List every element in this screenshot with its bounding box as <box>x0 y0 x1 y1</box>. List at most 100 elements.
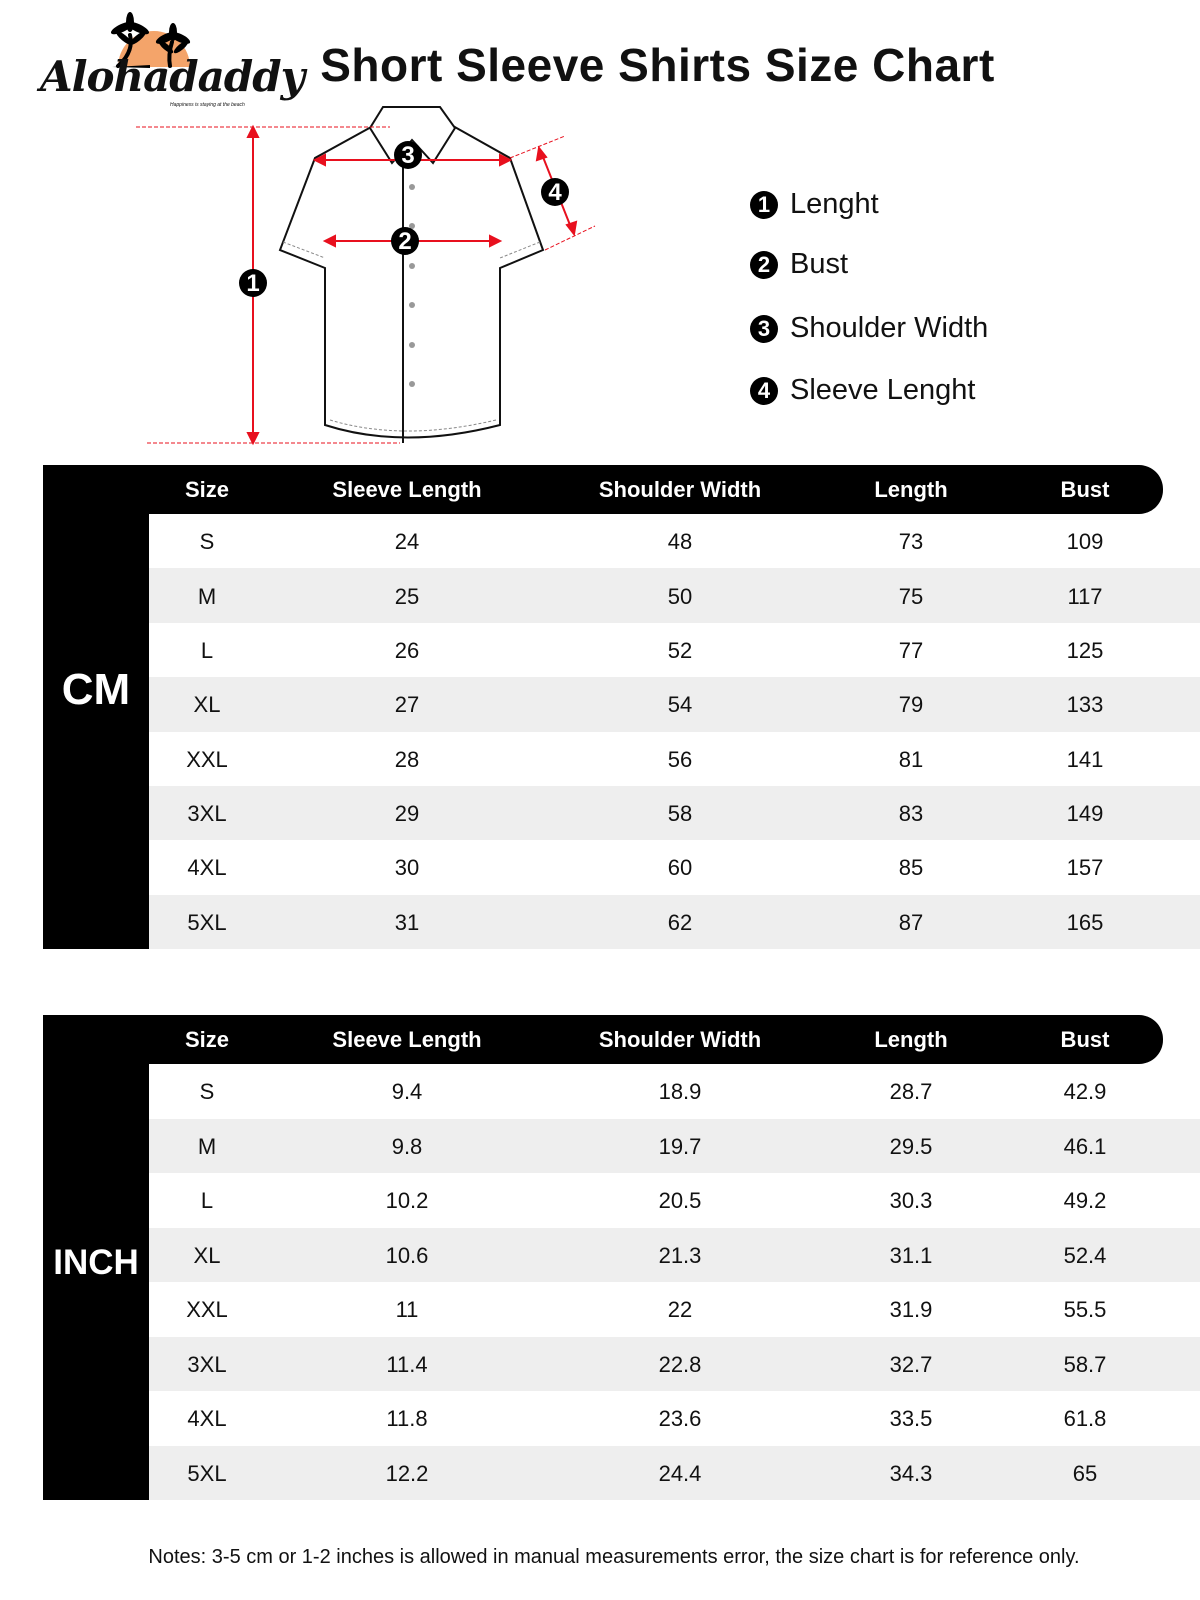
table-cell: 85 <box>898 855 924 881</box>
table-cell: 22 <box>667 1297 693 1323</box>
table-cell: 30.3 <box>889 1188 933 1214</box>
table-cell: 117 <box>1067 583 1103 609</box>
legend-item-sleeve-length: 4 Sleeve Lenght <box>750 374 975 407</box>
table-cell: 22.8 <box>658 1351 702 1377</box>
table-cell: 9.4 <box>391 1079 423 1105</box>
table-cell: 3XL <box>187 1351 227 1377</box>
table-row: 5XL 31 62 87 165 <box>149 894 1200 949</box>
number-4-icon: 4 <box>750 376 778 405</box>
table-cell: 46.1 <box>1063 1133 1107 1159</box>
table-cell: 11.4 <box>386 1351 428 1377</box>
table-cell: 81 <box>898 746 924 772</box>
table-cell: 4XL <box>187 1406 227 1432</box>
table-cell: 65 <box>1072 1460 1098 1486</box>
table-cell: XXL <box>186 746 228 772</box>
table-cell: 32.7 <box>889 1351 933 1377</box>
table-cell: XL <box>193 1242 221 1268</box>
table-cell: 60 <box>667 855 693 881</box>
table-cell: 5XL <box>187 1460 227 1486</box>
table-row: S 24 48 73 109 <box>149 514 1200 568</box>
column-header: Length <box>874 477 948 502</box>
table-cell: 157 <box>1066 855 1104 881</box>
table-cell: 28 <box>394 746 420 772</box>
table-cell: 31.1 <box>889 1242 933 1268</box>
table-row: S 9.4 18.9 28.7 42.9 <box>149 1064 1200 1119</box>
table-cell: 20.5 <box>658 1188 702 1214</box>
table-cell: M <box>197 583 217 609</box>
legend-item-bust: 2 Bust <box>750 248 848 281</box>
column-header: Shoulder Width <box>598 1027 762 1052</box>
table-cell: 58 <box>667 801 693 827</box>
table-cell: 11 <box>395 1297 419 1323</box>
table-row: 3XL 29 58 83 149 <box>149 785 1200 841</box>
table-cell: 3XL <box>187 801 227 827</box>
table-cell: 42.9 <box>1063 1079 1107 1105</box>
table-cell: 165 <box>1066 909 1104 935</box>
column-header: Sleeve Length <box>332 477 482 502</box>
table-row: XXL 11 22 31.9 55.5 <box>149 1282 1200 1337</box>
table-cell: 125 <box>1066 637 1104 663</box>
inch-size-table: INCH Size Sleeve Length Shoulder Width Lengt… <box>43 1015 1200 1500</box>
table-cell: 50 <box>667 583 693 609</box>
table-row: 4XL 30 60 85 157 <box>149 840 1200 894</box>
marker-2: 2 <box>398 228 411 255</box>
page-title: Short Sleeve Shirts Size Chart <box>320 39 995 91</box>
number-1-icon: 1 <box>750 190 778 219</box>
table-cell: 52.4 <box>1063 1242 1107 1268</box>
number-3-icon: 3 <box>750 314 778 343</box>
table-header: Size Sleeve Length Shoulder Width Length Bus… <box>43 465 1163 514</box>
marker-1: 1 <box>246 270 259 297</box>
table-cell: 109 <box>1066 529 1104 555</box>
table-cell: 4XL <box>187 855 227 881</box>
table-cell: 77 <box>898 637 924 663</box>
table-cell: XL <box>193 692 221 718</box>
column-header: Bust <box>1060 1027 1110 1052</box>
legend-label: Sleeve Lenght <box>790 374 976 406</box>
table-cell: 30 <box>394 855 420 881</box>
shirt-diagram: 1 2 3 4 <box>136 106 596 446</box>
legend-label: Bust <box>790 248 849 280</box>
table-cell: 12.2 <box>385 1460 429 1486</box>
table-row: 4XL 11.8 23.6 33.5 61.8 <box>149 1391 1200 1446</box>
column-header: Shoulder Width <box>598 477 762 502</box>
table-row: 5XL 12.2 24.4 34.3 65 <box>149 1445 1200 1500</box>
column-header: Length <box>874 1027 948 1052</box>
table-cell: 10.6 <box>385 1242 429 1268</box>
logo-wordmark: Alohadaddy <box>40 52 305 101</box>
table-cell: 21.3 <box>658 1242 702 1268</box>
table-cell: 11.8 <box>386 1406 428 1432</box>
table-cell: 31 <box>394 909 420 935</box>
marker-4: 4 <box>548 179 562 206</box>
table-cell: 5XL <box>187 909 227 935</box>
number-2-icon: 2 <box>750 250 778 279</box>
marker-3: 3 <box>401 142 414 169</box>
table-cell: 24 <box>394 529 420 555</box>
table-row: XXL 28 56 81 141 <box>149 732 1200 786</box>
legend-label: Lenght <box>790 188 879 220</box>
table-cell: L <box>200 1188 214 1214</box>
table-row: L 26 52 77 125 <box>149 623 1200 677</box>
table-cell: 27 <box>394 692 420 718</box>
legend-item-shoulder-width: 3 Shoulder Width <box>750 312 988 345</box>
unit-column <box>43 465 149 949</box>
table-row: 3XL 11.4 22.8 32.7 58.7 <box>149 1336 1200 1391</box>
table-cell: 10.2 <box>385 1188 429 1214</box>
table-cell: 29 <box>394 801 420 827</box>
shirt-outline <box>278 106 545 443</box>
table-cell: XXL <box>186 1297 228 1323</box>
table-cell: S <box>199 1079 215 1105</box>
table-cell: 87 <box>898 909 924 935</box>
table-cell: 26 <box>394 637 420 663</box>
column-header: Sleeve Length <box>332 1027 482 1052</box>
table-cell: 75 <box>898 583 924 609</box>
measure-markers: 1 2 3 4 <box>239 141 569 297</box>
table-row: XL 27 54 79 133 <box>149 677 1200 732</box>
table-cell: 24.4 <box>658 1460 702 1486</box>
column-header: Bust <box>1060 477 1110 502</box>
notes-text: Notes: 3-5 cm or 1-2 inches is allowed i… <box>148 1546 1080 1568</box>
table-row: M 25 50 75 117 <box>149 568 1200 623</box>
unit-column <box>43 1015 149 1500</box>
table-row: L 10.2 20.5 30.3 49.2 <box>149 1173 1200 1228</box>
table-row: XL 10.6 21.3 31.1 52.4 <box>149 1227 1200 1282</box>
table-cell: 49.2 <box>1063 1188 1107 1214</box>
